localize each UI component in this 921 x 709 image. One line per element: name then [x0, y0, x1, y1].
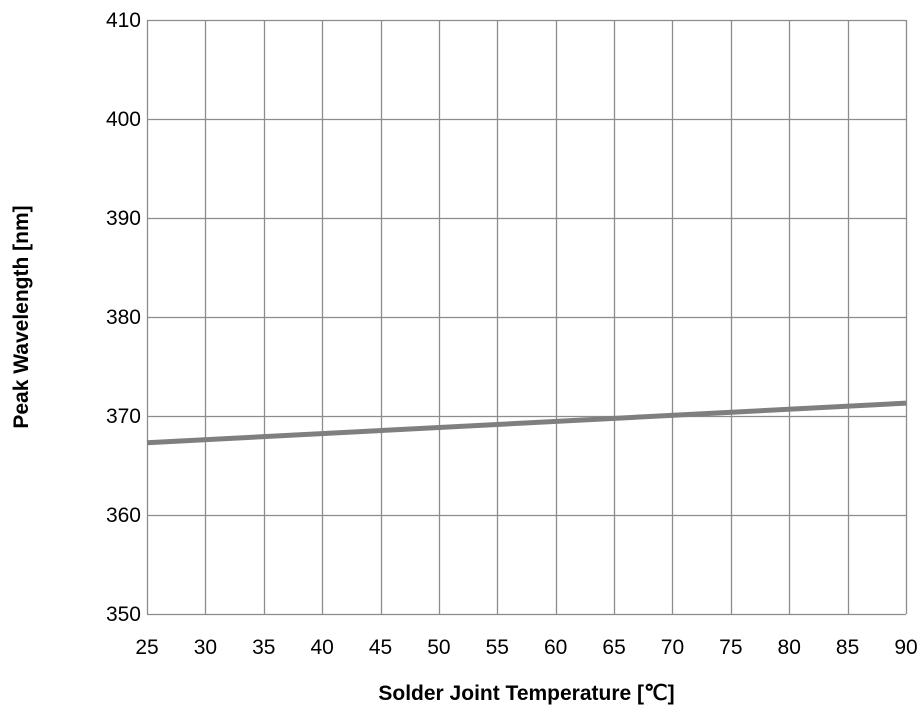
y-tick-label: 370: [106, 405, 141, 428]
x-tick-label: 35: [252, 636, 275, 659]
x-tick-label: 30: [194, 636, 217, 659]
y-tick-label: 410: [106, 9, 141, 32]
y-tick-labels: 350 360 370 380 390 400 410: [106, 9, 141, 626]
x-tick-label: 75: [719, 636, 742, 659]
x-tick-label: 45: [369, 636, 392, 659]
series-line: [146, 400, 907, 446]
x-tick-label: 60: [544, 636, 567, 659]
y-tick-label: 350: [106, 603, 141, 626]
x-tick-label: 25: [135, 636, 158, 659]
grid: [146, 19, 908, 616]
x-tick-label: 50: [427, 636, 450, 659]
y-tick-label: 360: [106, 504, 141, 527]
x-tick-label: 65: [602, 636, 625, 659]
x-axis-title: Solder Joint Temperature [℃]: [378, 682, 674, 705]
x-tick-label: 90: [894, 636, 917, 659]
y-tick-label: 400: [106, 108, 141, 131]
x-tick-labels: 25 30 35 40 45 50 55 60 65 70 75 80 85 90: [135, 636, 917, 659]
series-layer: [146, 400, 907, 446]
y-tick-label: 390: [106, 207, 141, 230]
y-axis-title: Peak Wavelength [nm]: [10, 205, 33, 428]
x-tick-label: 85: [836, 636, 859, 659]
x-tick-label: 40: [310, 636, 333, 659]
x-tick-label: 55: [486, 636, 509, 659]
x-tick-label: 80: [778, 636, 801, 659]
x-tick-label: 70: [661, 636, 684, 659]
y-tick-label: 380: [106, 306, 141, 329]
